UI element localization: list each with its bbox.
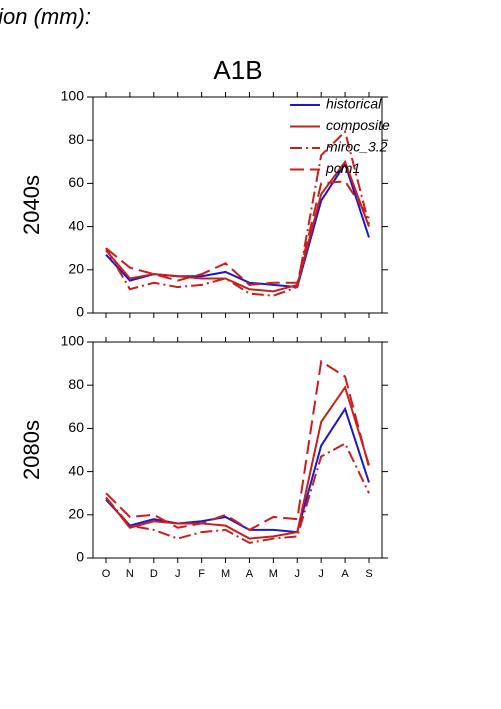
chart-title: A1B <box>213 55 262 85</box>
x-tick-label: O <box>102 568 111 580</box>
x-tick-label: M <box>269 568 278 580</box>
series-line <box>105 406 370 534</box>
x-tick-label: J <box>318 568 324 580</box>
plot-frame <box>92 96 383 314</box>
series-line <box>105 442 370 544</box>
y-tick-label: 40 <box>68 217 84 233</box>
series-line <box>105 359 370 532</box>
series-line <box>105 385 370 540</box>
y-tick-label: 100 <box>61 88 85 104</box>
legend-label: composite <box>326 117 390 133</box>
y-tick-label: 100 <box>61 333 85 349</box>
y-axis-label: 2040s <box>19 175 44 235</box>
x-tick-label: J <box>175 568 181 580</box>
legend-label: historical <box>326 96 382 112</box>
y-axis-label: 2080s <box>19 420 44 480</box>
plot-frame <box>92 341 383 559</box>
x-tick-label: J <box>295 568 301 580</box>
y-tick-label: 60 <box>68 174 84 190</box>
x-tick-label: A <box>341 568 349 580</box>
x-tick-label: F <box>198 568 205 580</box>
x-tick-label: D <box>150 568 158 580</box>
y-tick-label: 60 <box>68 419 84 435</box>
x-tick-label: N <box>126 568 134 580</box>
y-tick-label: 0 <box>76 549 84 565</box>
y-tick-label: 20 <box>68 261 84 277</box>
series-line <box>105 180 370 286</box>
y-tick-label: 20 <box>68 506 84 522</box>
x-tick-label: M <box>221 568 230 580</box>
y-tick-label: 80 <box>68 131 84 147</box>
series-line <box>105 159 370 293</box>
y-tick-label: 0 <box>76 304 84 320</box>
y-tick-label: 80 <box>68 376 84 392</box>
x-tick-label: S <box>365 568 372 580</box>
x-tick-label: A <box>246 568 254 580</box>
legend-label: pcm1 <box>325 160 360 176</box>
page-title: tion (mm): <box>0 4 91 29</box>
legend-label: miroc_3.2 <box>326 139 388 155</box>
series-line <box>105 129 370 297</box>
y-tick-label: 40 <box>68 462 84 478</box>
